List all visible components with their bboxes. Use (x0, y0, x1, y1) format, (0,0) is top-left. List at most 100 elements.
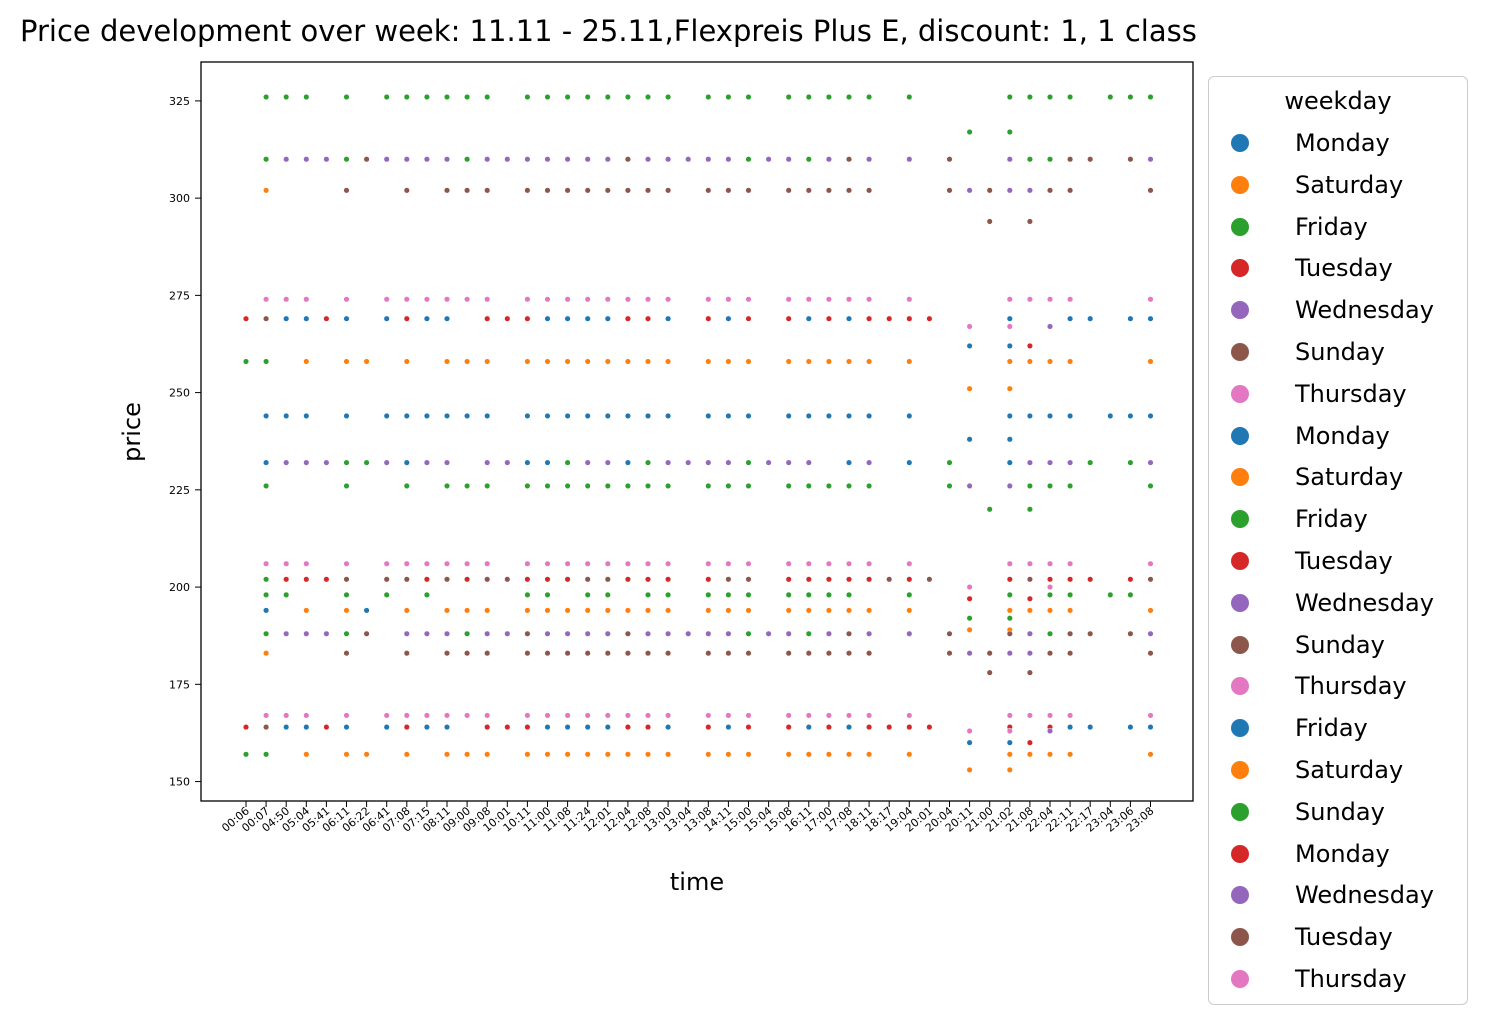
legend-item: Tuesday (1209, 250, 1393, 286)
data-point-tuesday (242, 724, 250, 731)
data-point-friday (544, 482, 551, 490)
legend-item: Monday (1209, 125, 1390, 161)
data-point-saturday (805, 358, 812, 365)
data-point-saturday (1046, 358, 1054, 365)
data-point-wednesday (323, 459, 330, 466)
data-point-thursday (283, 560, 290, 567)
legend-label: Wednesday (1295, 588, 1434, 617)
data-point-thursday (624, 296, 631, 303)
data-point-thursday (403, 296, 410, 303)
data-point-sunday (484, 650, 491, 657)
data-point-saturday (906, 358, 913, 365)
y-tick-label: 225 (169, 484, 190, 497)
data-point-thursday (785, 712, 792, 719)
data-point-monday (564, 724, 571, 731)
data-point-monday (624, 412, 631, 419)
data-point-thursday (1046, 584, 1054, 591)
data-point-saturday (604, 358, 611, 365)
data-point-friday (263, 482, 270, 490)
data-point-sunday (1026, 218, 1033, 225)
data-point-tuesday (866, 724, 873, 731)
data-point-sunday (564, 650, 571, 657)
data-point-monday (443, 412, 451, 419)
data-point-thursday (464, 560, 471, 567)
data-point-thursday (845, 560, 853, 567)
data-point-tuesday (644, 724, 652, 731)
data-point-thursday (403, 560, 410, 567)
data-point-thursday (1046, 560, 1054, 567)
data-point-tuesday (825, 576, 832, 583)
data-point-sunday (1067, 630, 1074, 637)
data-point-tuesday (564, 576, 571, 583)
data-point-saturday (1006, 766, 1013, 773)
data-point-saturday (1067, 751, 1074, 758)
data-point-saturday (745, 358, 752, 365)
data-point-monday (1147, 315, 1154, 322)
data-point-friday (464, 93, 471, 101)
data-point-friday (403, 93, 410, 101)
data-point-friday (484, 482, 491, 490)
data-point-monday (1087, 724, 1094, 731)
legend-marker-icon (1231, 593, 1249, 612)
data-point-friday (1046, 630, 1054, 637)
data-point-friday (584, 482, 591, 490)
data-point-monday (343, 724, 350, 731)
data-point-tuesday (323, 576, 330, 583)
data-point-monday (1006, 315, 1013, 322)
data-point-monday (1147, 412, 1154, 419)
data-point-saturday (1006, 385, 1013, 392)
data-point-thursday (745, 560, 752, 567)
data-point-saturday (624, 607, 631, 614)
data-point-sunday (443, 576, 451, 583)
data-point-friday (1046, 93, 1054, 101)
data-point-sunday (484, 187, 491, 194)
data-point-saturday (966, 766, 973, 773)
data-point-sunday (986, 669, 993, 676)
data-point-monday (604, 724, 611, 731)
data-point-wednesday (323, 630, 330, 637)
data-point-wednesday (504, 459, 511, 466)
data-point-thursday (725, 560, 732, 567)
data-point-sunday (745, 576, 752, 583)
legend: weekday Monday Saturday Friday Tuesday Wedne… (1208, 76, 1468, 1005)
data-point-friday (564, 459, 571, 466)
data-point-sunday (725, 187, 732, 194)
data-point-wednesday (443, 630, 451, 637)
data-point-monday (283, 412, 290, 419)
data-point-friday (866, 482, 873, 490)
data-point-friday (343, 482, 350, 490)
legend-label: Sunday (1295, 797, 1385, 826)
data-point-saturday (1046, 607, 1054, 614)
data-point-saturday (906, 751, 913, 758)
data-point-friday (242, 751, 250, 758)
legend-label: Monday (1295, 421, 1390, 450)
legend-marker-icon (1231, 677, 1249, 696)
data-point-sunday (524, 650, 531, 657)
data-point-sunday (263, 315, 270, 322)
data-point-thursday (604, 296, 611, 303)
legend-item: Monday (1209, 836, 1390, 872)
data-point-thursday (564, 712, 571, 719)
legend-item: Sunday (1209, 334, 1385, 370)
data-point-saturday (403, 607, 410, 614)
data-point-friday (1147, 93, 1154, 101)
data-point-monday (584, 315, 591, 322)
data-point-thursday (805, 296, 812, 303)
data-point-monday (665, 315, 672, 322)
data-point-sunday (1087, 630, 1094, 637)
data-point-thursday (443, 296, 451, 303)
data-point-wednesday (423, 459, 430, 466)
data-point-friday (644, 482, 652, 490)
data-point-thursday (383, 712, 390, 719)
legend-label: Friday (1295, 212, 1368, 241)
data-point-wednesday (1046, 459, 1054, 466)
data-point-wednesday (443, 156, 451, 163)
data-point-thursday (845, 296, 853, 303)
legend-label: Monday (1295, 839, 1390, 868)
data-point-tuesday (785, 724, 792, 731)
data-point-wednesday (785, 156, 792, 163)
y-tick-label: 300 (169, 192, 190, 205)
data-point-wednesday (383, 459, 390, 466)
data-point-wednesday (323, 156, 330, 163)
data-point-thursday (745, 296, 752, 303)
